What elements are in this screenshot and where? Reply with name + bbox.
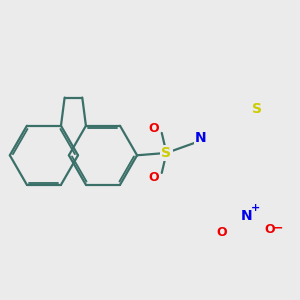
- Text: N: N: [195, 131, 206, 145]
- Text: O: O: [265, 224, 275, 236]
- Text: O: O: [148, 171, 159, 184]
- Text: S: S: [161, 146, 172, 160]
- Text: +: +: [250, 202, 260, 213]
- Text: N: N: [241, 209, 252, 223]
- Text: O: O: [148, 122, 159, 135]
- Text: O: O: [216, 226, 227, 239]
- Text: S: S: [252, 102, 262, 116]
- Text: −: −: [273, 221, 284, 234]
